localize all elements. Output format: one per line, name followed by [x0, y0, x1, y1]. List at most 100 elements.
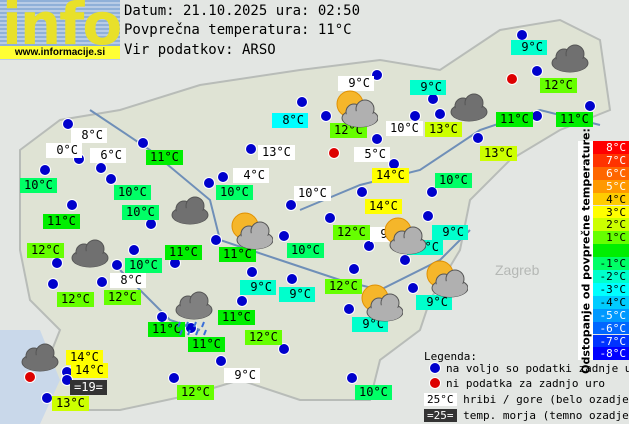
station-temperature[interactable]: 6°C — [90, 148, 126, 163]
station-dot[interactable] — [216, 356, 226, 366]
station-dot[interactable] — [423, 211, 433, 221]
station-dot[interactable] — [287, 274, 297, 284]
station-dot[interactable] — [349, 264, 359, 274]
station-dot[interactable] — [428, 94, 438, 104]
station-temperature[interactable]: 9°C — [410, 80, 446, 95]
station-dot[interactable] — [138, 138, 148, 148]
station-temperature[interactable]: 12°C — [540, 78, 577, 93]
station-temperature[interactable]: 14°C — [365, 199, 402, 214]
station-dot[interactable] — [389, 159, 399, 169]
station-dot[interactable] — [169, 373, 179, 383]
station-temperature[interactable]: 11°C — [146, 150, 183, 165]
station-temperature[interactable]: 9°C — [432, 225, 468, 240]
station-dot[interactable] — [279, 231, 289, 241]
station-dot[interactable] — [218, 172, 228, 182]
station-dot[interactable] — [211, 235, 221, 245]
station-temperature[interactable]: 11°C — [148, 322, 185, 337]
station-dot[interactable] — [372, 134, 382, 144]
station-temperature[interactable]: 9°C — [416, 295, 452, 310]
station-temperature[interactable]: 14°C — [71, 363, 108, 378]
station-dot[interactable] — [96, 163, 106, 173]
station-temperature[interactable]: 8°C — [110, 273, 146, 288]
no-data-dot[interactable] — [329, 148, 339, 158]
station-temperature[interactable]: 10°C — [122, 205, 159, 220]
station-dot[interactable] — [106, 174, 116, 184]
station-dot[interactable] — [400, 255, 410, 265]
station-temperature[interactable]: 11°C — [219, 247, 256, 262]
station-dot[interactable] — [344, 304, 354, 314]
station-temperature[interactable]: 10°C — [20, 178, 57, 193]
station-temperature[interactable]: 12°C — [27, 243, 64, 258]
station-temperature[interactable]: 10°C — [216, 185, 253, 200]
station-dot[interactable] — [186, 323, 196, 333]
no-data-dot[interactable] — [507, 74, 517, 84]
station-temperature[interactable]: 12°C — [245, 330, 282, 345]
station-temperature[interactable]: 12°C — [57, 292, 94, 307]
station-temperature[interactable]: 11°C — [218, 310, 255, 325]
station-dot[interactable] — [427, 187, 437, 197]
station-temperature[interactable]: 8°C — [71, 128, 107, 143]
station-temperature[interactable]: 12°C — [177, 385, 214, 400]
station-dot[interactable] — [325, 213, 335, 223]
station-dot[interactable] — [74, 154, 84, 164]
station-dot[interactable] — [247, 267, 257, 277]
station-dot[interactable] — [364, 241, 374, 251]
logo-url[interactable]: www.informacije.si — [0, 46, 120, 59]
station-temperature[interactable]: 9°C — [224, 368, 260, 383]
station-dot[interactable] — [129, 245, 139, 255]
station-dot[interactable] — [347, 373, 357, 383]
station-dot[interactable] — [286, 200, 296, 210]
station-temperature[interactable]: 5°C — [354, 147, 390, 162]
station-temperature[interactable]: 10°C — [386, 121, 423, 136]
station-dot[interactable] — [517, 30, 527, 40]
station-temperature[interactable]: =19= — [70, 380, 107, 395]
station-temperature[interactable]: 10°C — [355, 385, 392, 400]
station-dot[interactable] — [279, 344, 289, 354]
station-temperature[interactable]: 13°C — [480, 146, 517, 161]
station-temperature[interactable]: 12°C — [104, 290, 141, 305]
station-temperature[interactable]: 10°C — [114, 185, 151, 200]
station-dot[interactable] — [67, 200, 77, 210]
station-temperature[interactable]: 11°C — [188, 337, 225, 352]
station-temperature[interactable]: 9°C — [240, 280, 276, 295]
station-dot[interactable] — [97, 277, 107, 287]
station-temperature[interactable]: 9°C — [279, 287, 315, 302]
station-temperature[interactable]: 9°C — [338, 76, 374, 91]
station-dot[interactable] — [532, 111, 542, 121]
station-temperature[interactable]: 9°C — [511, 40, 547, 55]
station-temperature[interactable]: 10°C — [294, 186, 331, 201]
station-temperature[interactable]: 11°C — [556, 112, 593, 127]
station-dot[interactable] — [146, 219, 156, 229]
station-dot[interactable] — [62, 367, 72, 377]
station-temperature[interactable]: 11°C — [496, 112, 533, 127]
station-temperature[interactable]: 11°C — [43, 214, 80, 229]
station-temperature[interactable]: 10°C — [435, 173, 472, 188]
station-dot[interactable] — [237, 296, 247, 306]
station-temperature[interactable]: 13°C — [52, 396, 89, 411]
station-temperature[interactable]: 13°C — [425, 122, 462, 137]
station-dot[interactable] — [297, 97, 307, 107]
station-temperature[interactable]: 14°C — [372, 168, 409, 183]
station-temperature[interactable]: 11°C — [165, 245, 202, 260]
station-dot[interactable] — [63, 119, 73, 129]
station-dot[interactable] — [42, 393, 52, 403]
station-dot[interactable] — [40, 165, 50, 175]
station-dot[interactable] — [112, 260, 122, 270]
station-temperature[interactable]: 13°C — [258, 145, 295, 160]
station-temperature[interactable]: 12°C — [325, 279, 362, 294]
no-data-dot[interactable] — [25, 372, 35, 382]
station-dot[interactable] — [435, 109, 445, 119]
station-temperature[interactable]: 0°C — [46, 143, 82, 158]
station-dot[interactable] — [357, 187, 367, 197]
station-dot[interactable] — [410, 111, 420, 121]
station-dot[interactable] — [170, 258, 180, 268]
station-dot[interactable] — [372, 70, 382, 80]
station-dot[interactable] — [585, 101, 595, 111]
station-temperature[interactable]: 10°C — [125, 258, 162, 273]
station-dot[interactable] — [157, 312, 167, 322]
station-dot[interactable] — [48, 279, 58, 289]
station-temperature[interactable]: 4°C — [233, 168, 269, 183]
logo[interactable]: info www.informacije.si — [0, 0, 120, 60]
station-dot[interactable] — [408, 283, 418, 293]
station-dot[interactable] — [473, 133, 483, 143]
